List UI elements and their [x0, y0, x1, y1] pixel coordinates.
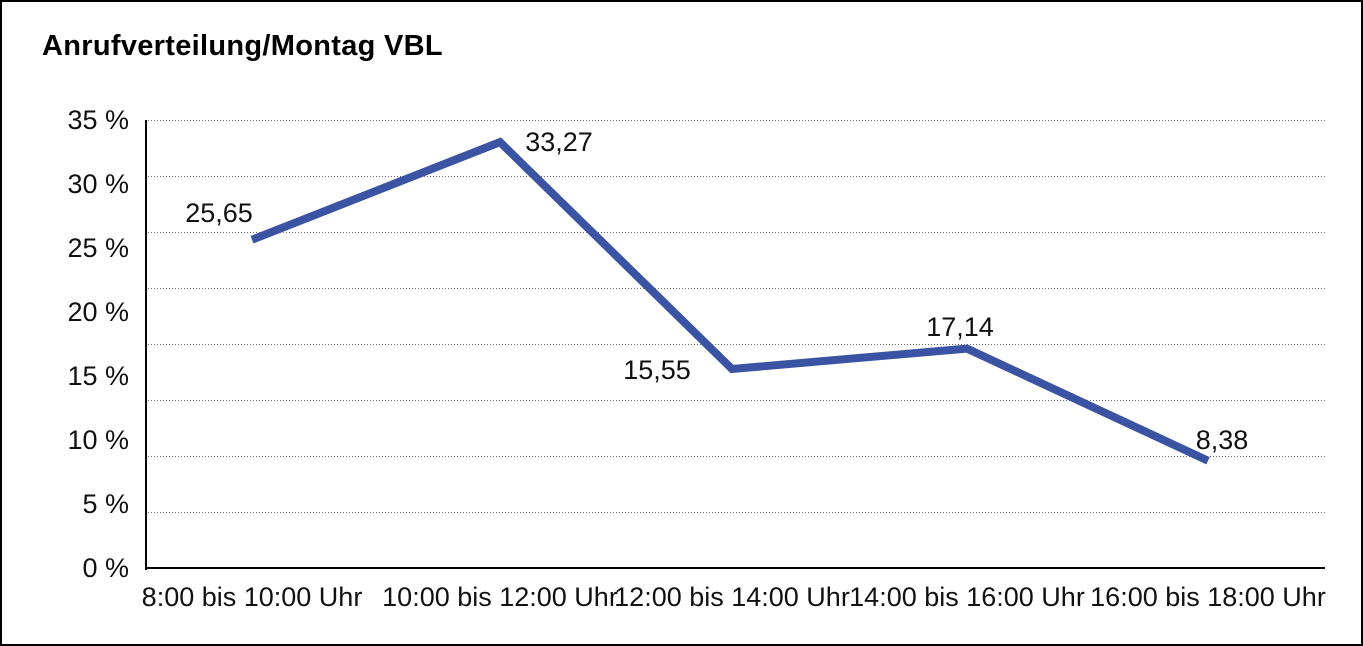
x-axis-tick-label: 14:00 bis 16:00 Uhr	[849, 582, 1085, 612]
gridline	[145, 232, 1325, 233]
gridline	[145, 400, 1325, 401]
y-axis-tick-label: 35 %	[67, 105, 129, 135]
gridline	[145, 288, 1325, 289]
x-axis-tick-label: 8:00 bis 10:00 Uhr	[141, 582, 363, 612]
data-point-label: 25,65	[185, 198, 253, 228]
data-point-label: 15,55	[623, 355, 691, 385]
data-line-series	[250, 137, 1210, 465]
y-axis-tick-label: 25 %	[67, 233, 129, 263]
y-axis-tick-label: 30 %	[67, 169, 129, 199]
x-axis-tick-label: 16:00 bis 18:00 Uhr	[1090, 582, 1326, 612]
data-point-label: 8,38	[1195, 425, 1249, 455]
chart-title: Anrufverteilung/Montag VBL	[42, 30, 443, 62]
y-axis-tick-label: 20 %	[67, 297, 129, 327]
x-axis-line	[145, 567, 1325, 569]
gridline	[145, 120, 1325, 121]
gridline	[145, 512, 1325, 513]
gridline	[145, 344, 1325, 345]
y-axis-tick-label: 10 %	[67, 425, 129, 455]
x-axis-tick-label: 12:00 bis 14:00 Uhr	[614, 582, 850, 612]
y-axis-tick-label: 15 %	[67, 361, 129, 391]
y-axis-line	[145, 120, 147, 570]
y-axis-tick-label: 0 %	[82, 553, 129, 583]
x-axis-tick-label: 10:00 bis 12:00 Uhr	[382, 582, 618, 612]
data-point-label: 17,14	[926, 312, 994, 342]
data-point-label: 33,27	[525, 127, 593, 157]
gridline	[145, 456, 1325, 457]
y-axis-tick-label: 5 %	[82, 489, 129, 519]
gridline	[145, 176, 1325, 177]
